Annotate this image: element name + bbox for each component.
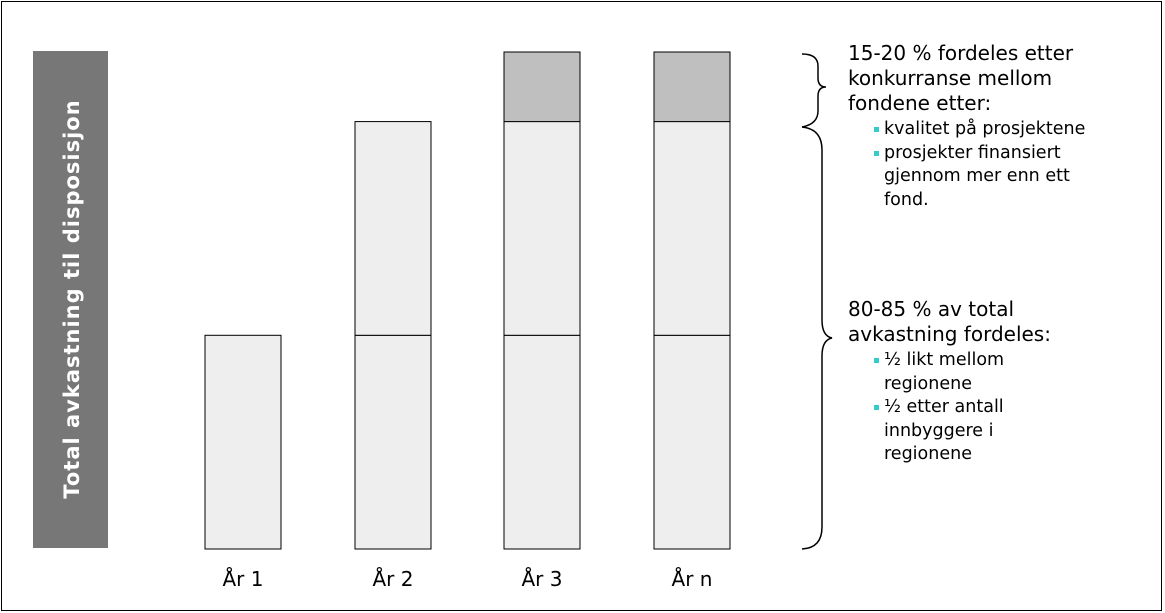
category-label: År 2 bbox=[373, 567, 414, 591]
category-label: År n bbox=[672, 567, 713, 591]
bullet-icon bbox=[874, 150, 879, 156]
bar-segment bbox=[354, 334, 432, 550]
bar-segment bbox=[653, 51, 731, 123]
category-label: År 1 bbox=[223, 567, 264, 591]
bottom-brace bbox=[801, 126, 833, 550]
bullet-item: ½ etter antall innbyggere i regionene bbox=[874, 396, 1158, 467]
top-annotation: 15-20 % fordeles etter konkurranse mello… bbox=[848, 41, 1158, 212]
heading-line: konkurranse mellom bbox=[848, 66, 1053, 90]
bar-segment bbox=[653, 121, 731, 336]
bar-segment bbox=[354, 121, 432, 336]
bullet-item: prosjekter finansiert gjennom mer enn et… bbox=[874, 142, 1158, 213]
bullet-line: regionene bbox=[884, 444, 972, 464]
bullet-icon bbox=[874, 127, 879, 132]
bar-segment bbox=[653, 334, 731, 550]
x-axis-labels: År 1 År 2 År 3 År n bbox=[223, 567, 713, 591]
bar-segment bbox=[503, 121, 581, 336]
bullet-line: ½ likt mellom bbox=[884, 350, 1005, 370]
bar-segment bbox=[204, 334, 282, 550]
bottom-bullet-list: ½ likt mellom regionene ½ etter antall i… bbox=[874, 349, 1158, 467]
bullet-icon bbox=[874, 405, 879, 410]
bottom-annotation-heading: 80-85 % av total avkastning fordeles: bbox=[848, 297, 1158, 347]
bullet-line: innbyggere i bbox=[884, 420, 994, 441]
bullet-line: prosjekter finansiert bbox=[884, 142, 1061, 163]
bullet-icon bbox=[874, 358, 879, 363]
bars-group bbox=[204, 51, 731, 550]
vertical-label-text: Total avkastning til disposisjon bbox=[60, 99, 84, 498]
top-bullet-list: kvalitet på prosjektene prosjekter finan… bbox=[874, 118, 1158, 213]
bullet-item: kvalitet på prosjektene bbox=[874, 118, 1158, 142]
heading-line: 80-85 % av total bbox=[848, 297, 1015, 321]
bullet-line: ½ etter antall bbox=[884, 397, 1004, 417]
bullet-line: fond. bbox=[884, 189, 929, 210]
heading-line: 15-20 % fordeles etter bbox=[848, 41, 1074, 65]
heading-line: avkastning fordeles: bbox=[848, 322, 1051, 346]
bullet-line: gjennom mer enn ett bbox=[884, 166, 1070, 186]
heading-line: fondene etter: bbox=[848, 91, 992, 115]
bar-segment bbox=[503, 51, 581, 123]
top-annotation-heading: 15-20 % fordeles etter konkurranse mello… bbox=[848, 41, 1158, 116]
bullet-item: ½ likt mellom regionene bbox=[874, 349, 1158, 396]
bottom-annotation: 80-85 % av total avkastning fordeles: ½ … bbox=[848, 297, 1158, 467]
category-label: År 3 bbox=[522, 567, 563, 591]
bullet-line: kvalitet på prosjektene bbox=[884, 119, 1086, 139]
vertical-label-bar bbox=[33, 51, 108, 548]
bar-segment bbox=[503, 334, 581, 550]
bullet-line: regionene bbox=[884, 373, 972, 394]
top-brace bbox=[801, 53, 827, 128]
